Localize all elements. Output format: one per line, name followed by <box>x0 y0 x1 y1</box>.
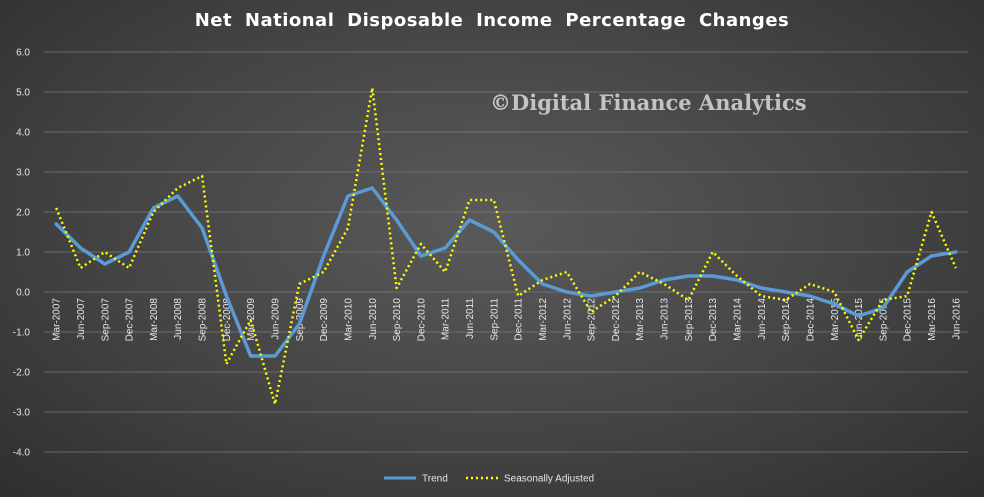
x-tick-label: Mar-2010 <box>343 298 354 341</box>
x-tick-label: Jun-2012 <box>562 298 573 340</box>
y-tick-label: 2.0 <box>16 208 30 219</box>
x-tick-label: Mar-2007 <box>52 298 63 341</box>
x-tick-label: Dec-2009 <box>319 298 330 342</box>
y-tick-label: 5.0 <box>16 88 30 99</box>
x-tick-label: Dec-2014 <box>805 298 816 342</box>
y-tick-label: 6.0 <box>16 48 30 59</box>
x-tick-label: Dec-2012 <box>611 298 622 342</box>
x-tick-label: Dec-2010 <box>416 298 427 342</box>
y-tick-label: 4.0 <box>16 128 30 139</box>
x-tick-label: Dec-2015 <box>903 298 914 342</box>
x-tick-label: Mar-2016 <box>927 298 938 341</box>
x-tick-label: Jun-2008 <box>173 298 184 340</box>
x-tick-label: Sep-2011 <box>489 298 500 341</box>
x-tick-label: Sep-2007 <box>100 298 111 342</box>
y-tick-label: -4.0 <box>13 448 31 459</box>
series-lines <box>54 86 958 406</box>
x-tick-label: Mar-2015 <box>830 298 841 341</box>
x-tick-label: Mar-2013 <box>635 298 646 341</box>
chart-title: Net National Disposable Income Percentag… <box>194 10 790 31</box>
y-tick-label: -1.0 <box>13 328 31 339</box>
x-axis-tick-labels: Mar-2007 Jun-2007 Sep-2007 Dec-2007 Mar-2008… <box>52 298 963 342</box>
x-tick-label: Jun-2014 <box>757 298 768 340</box>
x-tick-label: Mar-2009 <box>246 298 257 341</box>
x-tick-label: Jun-2010 <box>368 298 379 340</box>
x-tick-label: Sep-2015 <box>878 298 889 342</box>
x-tick-label: Sep-2008 <box>198 298 209 342</box>
y-tick-label: 3.0 <box>16 168 30 179</box>
y-tick-label: -2.0 <box>13 368 31 379</box>
legend-trend-label: Trend <box>422 474 448 485</box>
x-tick-label: Jun-2016 <box>951 298 962 340</box>
y-tick-label: 1.0 <box>16 248 30 259</box>
gridlines <box>44 51 968 453</box>
x-tick-label: Mar-2011 <box>441 298 452 340</box>
x-tick-label: Jun-2015 <box>854 298 865 340</box>
trend-series-line <box>54 186 958 358</box>
y-tick-label: -3.0 <box>13 408 31 419</box>
x-tick-label: Dec-2008 <box>222 298 233 342</box>
x-tick-label: Sep-2014 <box>781 298 792 342</box>
x-tick-label: Dec-2007 <box>125 298 136 342</box>
x-tick-label: Dec-2013 <box>708 298 719 342</box>
x-tick-label: Mar-2012 <box>538 298 549 341</box>
y-axis-tick-labels: 6.0 5.0 4.0 3.0 2.0 1.0 0.0 -1.0 -2.0 -3.0 -4.0 <box>13 48 31 459</box>
x-tick-label: Sep-2010 <box>392 298 403 342</box>
x-tick-label: Sep-2013 <box>684 298 695 342</box>
y-tick-label: 0.0 <box>16 288 30 299</box>
x-tick-label: Sep-2012 <box>587 298 598 342</box>
legend-seasonally-adjusted-label: Seasonally Adjusted <box>504 474 594 485</box>
x-tick-label: Jun-2007 <box>76 298 87 340</box>
seasonally-adjusted-series-line <box>55 86 957 406</box>
x-tick-label: Mar-2014 <box>733 298 744 341</box>
watermark: ©Digital Finance Analytics <box>490 90 807 115</box>
x-tick-label: Jun-2013 <box>660 298 671 340</box>
x-tick-label: Jun-2009 <box>271 298 282 340</box>
x-tick-label: Mar-2008 <box>149 298 160 341</box>
legend: Trend Seasonally Adjusted <box>384 474 594 485</box>
x-tick-label: Dec-2011 <box>514 298 525 341</box>
x-tick-label: Jun-2011 <box>465 298 476 339</box>
